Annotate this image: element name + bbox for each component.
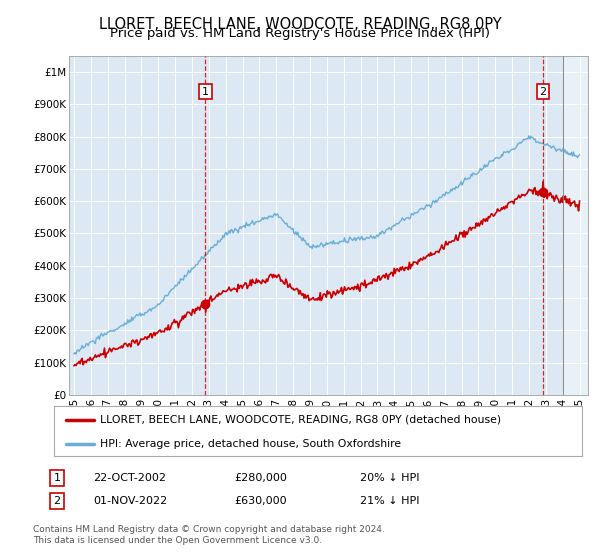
Text: 21% ↓ HPI: 21% ↓ HPI xyxy=(360,496,419,506)
Text: £280,000: £280,000 xyxy=(234,473,287,483)
Text: 1: 1 xyxy=(53,473,61,483)
Text: 01-NOV-2022: 01-NOV-2022 xyxy=(93,496,167,506)
Text: 2: 2 xyxy=(53,496,61,506)
Bar xyxy=(563,56,588,395)
Text: £630,000: £630,000 xyxy=(234,496,287,506)
Text: LLORET, BEECH LANE, WOODCOTE, READING, RG8 0PY (detached house): LLORET, BEECH LANE, WOODCOTE, READING, R… xyxy=(100,414,502,424)
Text: 1: 1 xyxy=(202,87,209,96)
Text: LLORET, BEECH LANE, WOODCOTE, READING, RG8 0PY: LLORET, BEECH LANE, WOODCOTE, READING, R… xyxy=(98,17,502,32)
Text: HPI: Average price, detached house, South Oxfordshire: HPI: Average price, detached house, Sout… xyxy=(100,439,401,449)
Text: 22-OCT-2002: 22-OCT-2002 xyxy=(93,473,166,483)
Bar xyxy=(563,56,588,395)
Text: 20% ↓ HPI: 20% ↓ HPI xyxy=(360,473,419,483)
Text: Contains HM Land Registry data © Crown copyright and database right 2024.: Contains HM Land Registry data © Crown c… xyxy=(33,525,385,534)
Text: Price paid vs. HM Land Registry's House Price Index (HPI): Price paid vs. HM Land Registry's House … xyxy=(110,27,490,40)
Text: This data is licensed under the Open Government Licence v3.0.: This data is licensed under the Open Gov… xyxy=(33,536,322,545)
Text: 2: 2 xyxy=(539,87,547,96)
